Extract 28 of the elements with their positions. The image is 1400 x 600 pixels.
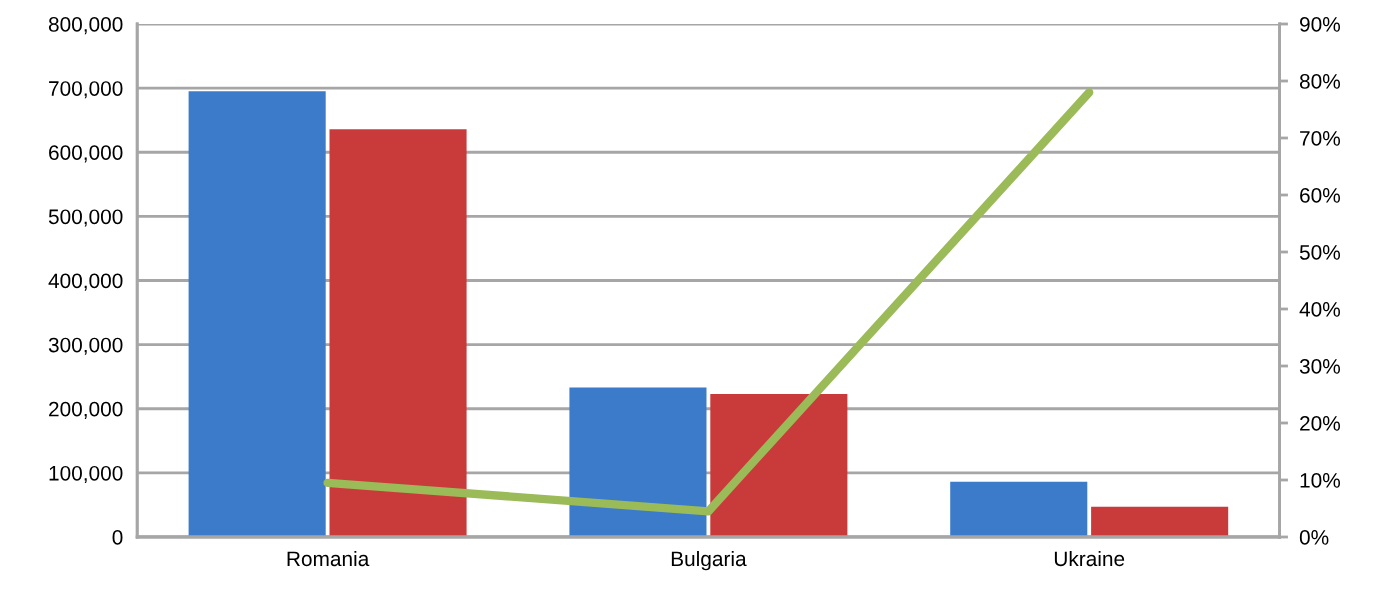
y2-tick-label: 60%: [1300, 188, 1340, 203]
y-tick-label: 500,000: [48, 209, 123, 227]
y2-tick-label: 70%: [1300, 131, 1340, 146]
y2-tick-label: 40%: [1299, 302, 1340, 317]
y-tick-label: 400,000: [48, 273, 123, 291]
y2-tick-label: 20%: [1300, 416, 1340, 431]
y-tick-label: 100,000: [49, 465, 123, 484]
y-tick-label: 0: [112, 530, 123, 545]
x-tick-label: Bulgaria: [671, 550, 747, 571]
y-tick-label: 600,000: [49, 145, 123, 163]
bar: [950, 481, 1088, 537]
bar: [188, 91, 326, 537]
y-tick-label: 200,000: [49, 401, 123, 419]
y-tick-label: 700,000: [49, 81, 123, 99]
y2-tick-label: 30%: [1299, 359, 1340, 374]
y2-tick-label: 90%: [1300, 17, 1340, 32]
bar: [1091, 506, 1229, 537]
x-tick-label: Ukraine: [1054, 550, 1125, 567]
y-tick-label: 300,000: [48, 337, 123, 355]
y2-tick-label: 10%: [1300, 473, 1340, 488]
bar: [569, 387, 707, 537]
y2-tick-label: 80%: [1299, 74, 1340, 89]
y-tick-label: 800,000: [48, 17, 123, 35]
x-tick-label: Romania: [287, 550, 370, 567]
y2-tick-label: 50%: [1299, 245, 1340, 260]
bar: [710, 394, 848, 537]
y2-tick-label: 0%: [1299, 530, 1329, 545]
bar: [329, 129, 467, 537]
